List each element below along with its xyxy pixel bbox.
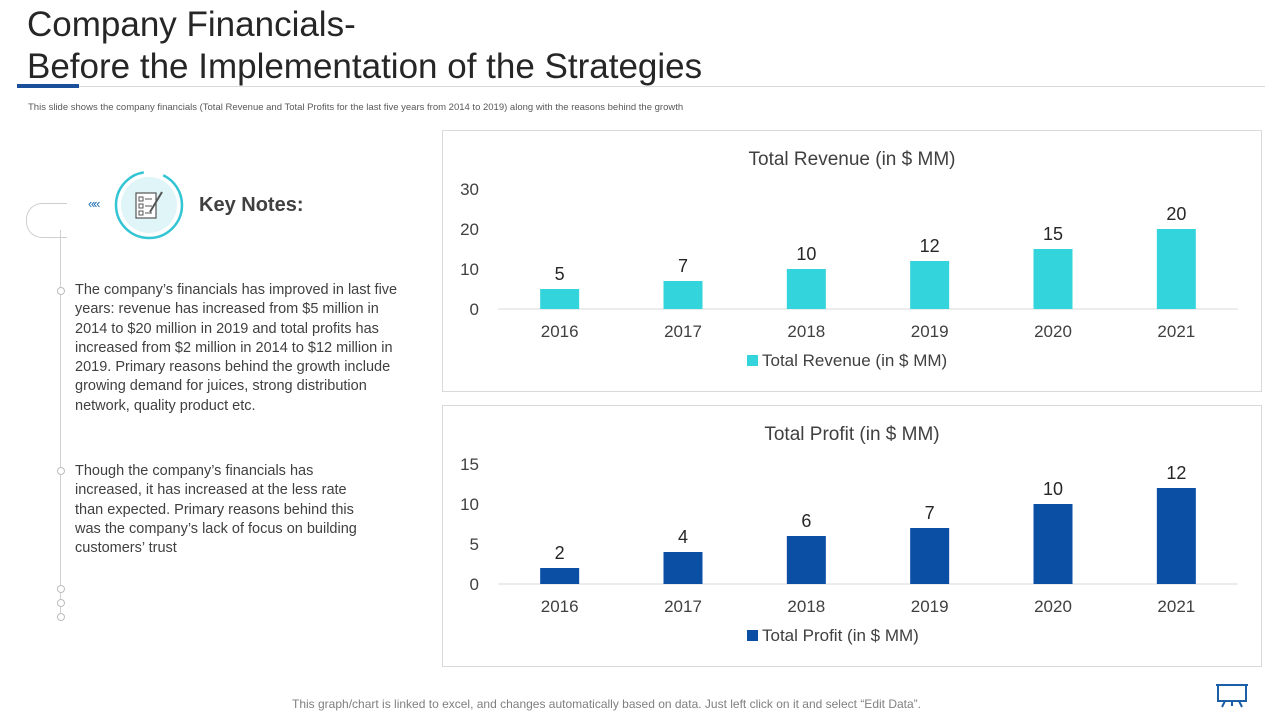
x-tick-label: 2021 [1157,597,1195,616]
data-label: 6 [801,511,811,531]
x-tick-label: 2020 [1034,597,1072,616]
data-label: 5 [555,264,565,284]
x-tick-label: 2018 [787,597,825,616]
data-label: 10 [796,244,816,264]
x-tick-label: 2017 [664,597,702,616]
x-tick-label: 2021 [1157,322,1195,341]
x-tick-label: 2020 [1034,322,1072,341]
chevrons-left-icon: «« [88,196,101,211]
y-tick-label: 30 [460,180,479,199]
x-tick-label: 2018 [787,322,825,341]
page-title: Company Financials- Before the Implement… [27,4,702,88]
checklist-pencil-icon [114,170,184,240]
notes-connector [26,203,67,238]
x-tick-label: 2016 [541,597,579,616]
data-label: 7 [678,256,688,276]
y-tick-label: 10 [460,260,479,279]
bar [540,568,580,584]
y-tick-label: 0 [470,575,479,594]
notes-timeline-line [60,230,61,618]
bar [786,536,826,584]
x-tick-label: 2016 [541,322,579,341]
bar [1156,488,1196,584]
y-tick-label: 5 [470,535,479,554]
legend-swatch [747,630,758,641]
bar [786,269,826,309]
page-title-line2: Before the Implementation of the Strateg… [27,47,703,86]
bar [540,289,580,309]
legend-label: Total Profit (in $ MM) [762,626,919,645]
legend-swatch [747,355,758,366]
data-label: 15 [1043,224,1063,244]
revenue-chart[interactable]: Total Revenue (in $ MM) 0 10 20 30 5 2016 7 2017… [443,131,1261,391]
note-item: The company’s financials has improved in… [75,282,398,414]
key-notes-heading: Key Notes: [199,194,304,216]
bar [1156,229,1196,309]
legend-label: Total Revenue (in $ MM) [762,351,947,370]
title-divider [17,86,1265,87]
chart-title: Total Profit (in $ MM) [764,424,939,445]
bullet-dot [57,467,65,475]
y-tick-label: 20 [460,220,479,239]
bar [1033,249,1073,309]
data-label: 4 [678,527,688,547]
timeline-dot [57,599,65,607]
bar [910,528,950,584]
bar [663,552,703,584]
data-label: 12 [1166,463,1186,483]
data-label: 20 [1166,204,1186,224]
profit-chart[interactable]: Total Profit (in $ MM) 0 5 10 15 2 2016 4 2017 6 2… [443,406,1261,666]
data-label: 7 [925,503,935,523]
y-tick-label: 0 [470,300,479,319]
chart-title: Total Revenue (in $ MM) [749,149,956,170]
footer-note: This graph/chart is linked to excel, and… [292,697,921,711]
revenue-chart-box[interactable]: Total Revenue (in $ MM) 0 10 20 30 5 2016 7 2017… [442,130,1262,392]
bar [1033,504,1073,584]
x-tick-label: 2019 [911,597,949,616]
timeline-dot [57,613,65,621]
data-label: 12 [920,236,940,256]
title-accent-bar [17,84,79,88]
note-item: Though the company’s financials has incr… [75,463,357,557]
y-tick-label: 15 [460,455,479,474]
profit-chart-box[interactable]: Total Profit (in $ MM) 0 5 10 15 2 2016 4 2017 6 2… [442,405,1262,667]
data-label: 2 [555,543,565,563]
x-tick-label: 2019 [911,322,949,341]
bullet-dot [57,287,65,295]
y-tick-label: 10 [460,495,479,514]
page-subtitle: This slide shows the company financials … [28,102,684,113]
bar [910,261,950,309]
timeline-dot [57,585,65,593]
bar [663,281,703,309]
presentation-board-icon[interactable] [1215,682,1249,708]
page-title-line1: Company Financials- [27,5,356,44]
data-label: 10 [1043,479,1063,499]
x-tick-label: 2017 [664,322,702,341]
